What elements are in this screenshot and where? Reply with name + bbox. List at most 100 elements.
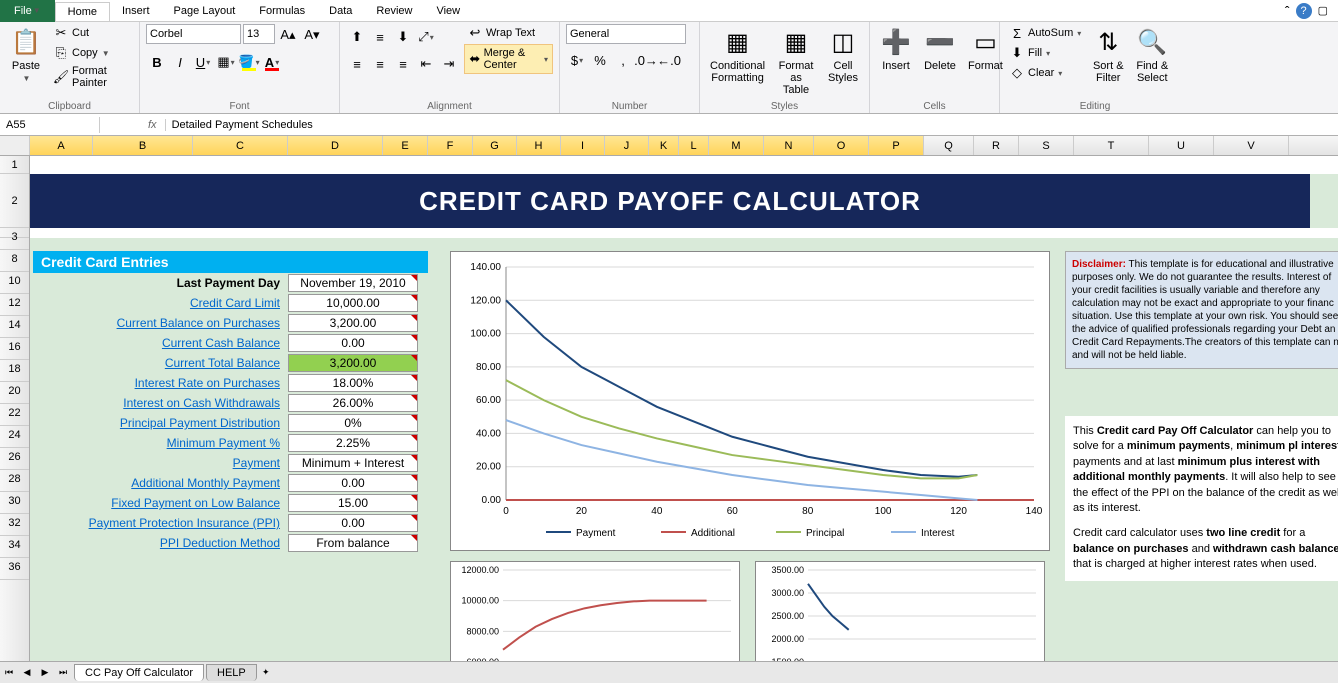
row-header[interactable]: 30	[0, 492, 29, 514]
decrease-decimal-button[interactable]: ←.0	[658, 49, 680, 71]
column-header[interactable]: I	[561, 136, 605, 155]
help-icon[interactable]: ?	[1296, 3, 1312, 19]
tab-review[interactable]: Review	[364, 2, 424, 20]
decrease-indent-button[interactable]: ⇤	[415, 53, 437, 75]
entry-value[interactable]: 2.25%	[288, 434, 418, 452]
row-header[interactable]: 10	[0, 272, 29, 294]
main-chart[interactable]: 0.0020.0040.0060.0080.00100.00120.00140.…	[450, 251, 1050, 551]
entry-label[interactable]: Interest on Cash Withdrawals	[33, 396, 288, 410]
italic-button[interactable]: I	[169, 51, 191, 73]
fx-icon[interactable]: fx	[140, 119, 166, 131]
column-header[interactable]: D	[288, 136, 383, 155]
column-header[interactable]: K	[649, 136, 679, 155]
column-header[interactable]: B	[93, 136, 193, 155]
entry-label[interactable]: Current Cash Balance	[33, 336, 288, 350]
row-header[interactable]: 26	[0, 448, 29, 470]
increase-indent-button[interactable]: ⇥	[438, 53, 460, 75]
underline-button[interactable]: U▾	[192, 51, 214, 73]
cut-button[interactable]: ✂Cut	[50, 24, 133, 42]
tab-insert[interactable]: Insert	[110, 2, 162, 20]
column-header[interactable]: H	[517, 136, 561, 155]
entry-value[interactable]: 10,000.00	[288, 294, 418, 312]
entry-label[interactable]: Credit Card Limit	[33, 296, 288, 310]
row-header[interactable]: 16	[0, 338, 29, 360]
entry-value[interactable]: From balance	[288, 534, 418, 552]
sheet-tab-help[interactable]: HELP	[206, 664, 257, 681]
format-as-table-button[interactable]: ▦Format as Table	[773, 24, 819, 98]
tab-page-layout[interactable]: Page Layout	[162, 2, 248, 20]
copy-button[interactable]: ⎘Copy▼	[50, 44, 133, 62]
row-header[interactable]: 12	[0, 294, 29, 316]
column-header[interactable]: N	[764, 136, 814, 155]
entry-label[interactable]: Payment Protection Insurance (PPI)	[33, 516, 288, 530]
wrap-text-button[interactable]: ↩Wrap Text	[464, 24, 553, 42]
entry-label[interactable]: Principal Payment Distribution	[33, 416, 288, 430]
column-header[interactable]: J	[605, 136, 649, 155]
align-center-button[interactable]: ≡	[369, 53, 391, 75]
entry-value[interactable]: 0.00	[288, 334, 418, 352]
tab-formulas[interactable]: Formulas	[247, 2, 317, 20]
sheet-tab-calculator[interactable]: CC Pay Off Calculator	[74, 664, 204, 681]
column-header[interactable]: L	[679, 136, 709, 155]
column-header[interactable]: E	[383, 136, 428, 155]
percent-button[interactable]: %	[589, 49, 611, 71]
conditional-formatting-button[interactable]: ▦Conditional Formatting	[706, 24, 769, 86]
fill-button[interactable]: ⬇Fill▾	[1006, 44, 1084, 62]
align-bottom-button[interactable]: ⬇	[392, 26, 414, 48]
name-box[interactable]: A55	[0, 117, 100, 133]
entry-value[interactable]: 15.00	[288, 494, 418, 512]
file-tab[interactable]: File ▼	[0, 0, 55, 22]
entry-label[interactable]: PPI Deduction Method	[33, 536, 288, 550]
column-header[interactable]: Q	[924, 136, 974, 155]
row-header[interactable]: 28	[0, 470, 29, 492]
column-header[interactable]: S	[1019, 136, 1074, 155]
row-header[interactable]: 22	[0, 404, 29, 426]
row-header[interactable]: 36	[0, 558, 29, 580]
row-header[interactable]: 1	[0, 156, 29, 174]
tab-home[interactable]: Home	[55, 2, 110, 21]
column-header[interactable]: R	[974, 136, 1019, 155]
merge-center-button[interactable]: ⬌Merge & Center▾	[464, 44, 553, 74]
entry-value[interactable]: November 19, 2010	[288, 274, 418, 292]
tab-nav-last[interactable]: ⏭	[54, 664, 72, 682]
increase-decimal-button[interactable]: .0→	[635, 49, 657, 71]
align-top-button[interactable]: ⬆	[346, 26, 368, 48]
delete-cells-button[interactable]: ➖Delete	[920, 24, 960, 74]
column-header[interactable]: M	[709, 136, 764, 155]
align-middle-button[interactable]: ≡	[369, 26, 391, 48]
tab-nav-next[interactable]: ▶	[36, 664, 54, 682]
cell-styles-button[interactable]: ◫Cell Styles	[823, 24, 863, 86]
column-header[interactable]: T	[1074, 136, 1149, 155]
entry-value[interactable]: 0.00	[288, 514, 418, 532]
paste-button[interactable]: 📋 Paste▼	[6, 24, 46, 85]
border-button[interactable]: ▦▾	[215, 51, 237, 73]
entry-value[interactable]: 3,200.00	[288, 354, 418, 372]
column-header[interactable]: V	[1214, 136, 1289, 155]
minimize-ribbon-icon[interactable]: ˆ	[1285, 3, 1290, 19]
new-sheet-icon[interactable]: ✦	[257, 664, 275, 682]
row-header[interactable]: 18	[0, 360, 29, 382]
sort-filter-button[interactable]: ⇅Sort & Filter	[1088, 24, 1128, 86]
row-header[interactable]: 2	[0, 174, 29, 228]
clear-button[interactable]: ◇Clear▾	[1006, 64, 1084, 82]
font-name-select[interactable]	[146, 24, 241, 44]
fill-color-button[interactable]: 🪣▾	[238, 51, 260, 73]
entry-label[interactable]: Additional Monthly Payment	[33, 476, 288, 490]
entry-value[interactable]: 3,200.00	[288, 314, 418, 332]
accounting-button[interactable]: $▾	[566, 49, 588, 71]
row-header[interactable]: 14	[0, 316, 29, 338]
orientation-button[interactable]: ⤢▾	[415, 26, 437, 48]
entry-value[interactable]: 0.00	[288, 474, 418, 492]
find-select-button[interactable]: 🔍Find & Select	[1132, 24, 1172, 86]
font-size-select[interactable]	[243, 24, 275, 44]
row-header[interactable]: 24	[0, 426, 29, 448]
entry-value[interactable]: 26.00%	[288, 394, 418, 412]
align-right-button[interactable]: ≡	[392, 53, 414, 75]
tab-nav-first[interactable]: ⏮	[0, 664, 18, 682]
entry-label[interactable]: Current Balance on Purchases	[33, 316, 288, 330]
grow-font-button[interactable]: A▴	[277, 24, 299, 46]
autosum-button[interactable]: ΣAutoSum▾	[1006, 24, 1084, 42]
row-header[interactable]: 8	[0, 250, 29, 272]
entry-label[interactable]: Fixed Payment on Low Balance	[33, 496, 288, 510]
chart-3[interactable]: 1500.002000.002500.003000.003500.00	[755, 561, 1045, 661]
